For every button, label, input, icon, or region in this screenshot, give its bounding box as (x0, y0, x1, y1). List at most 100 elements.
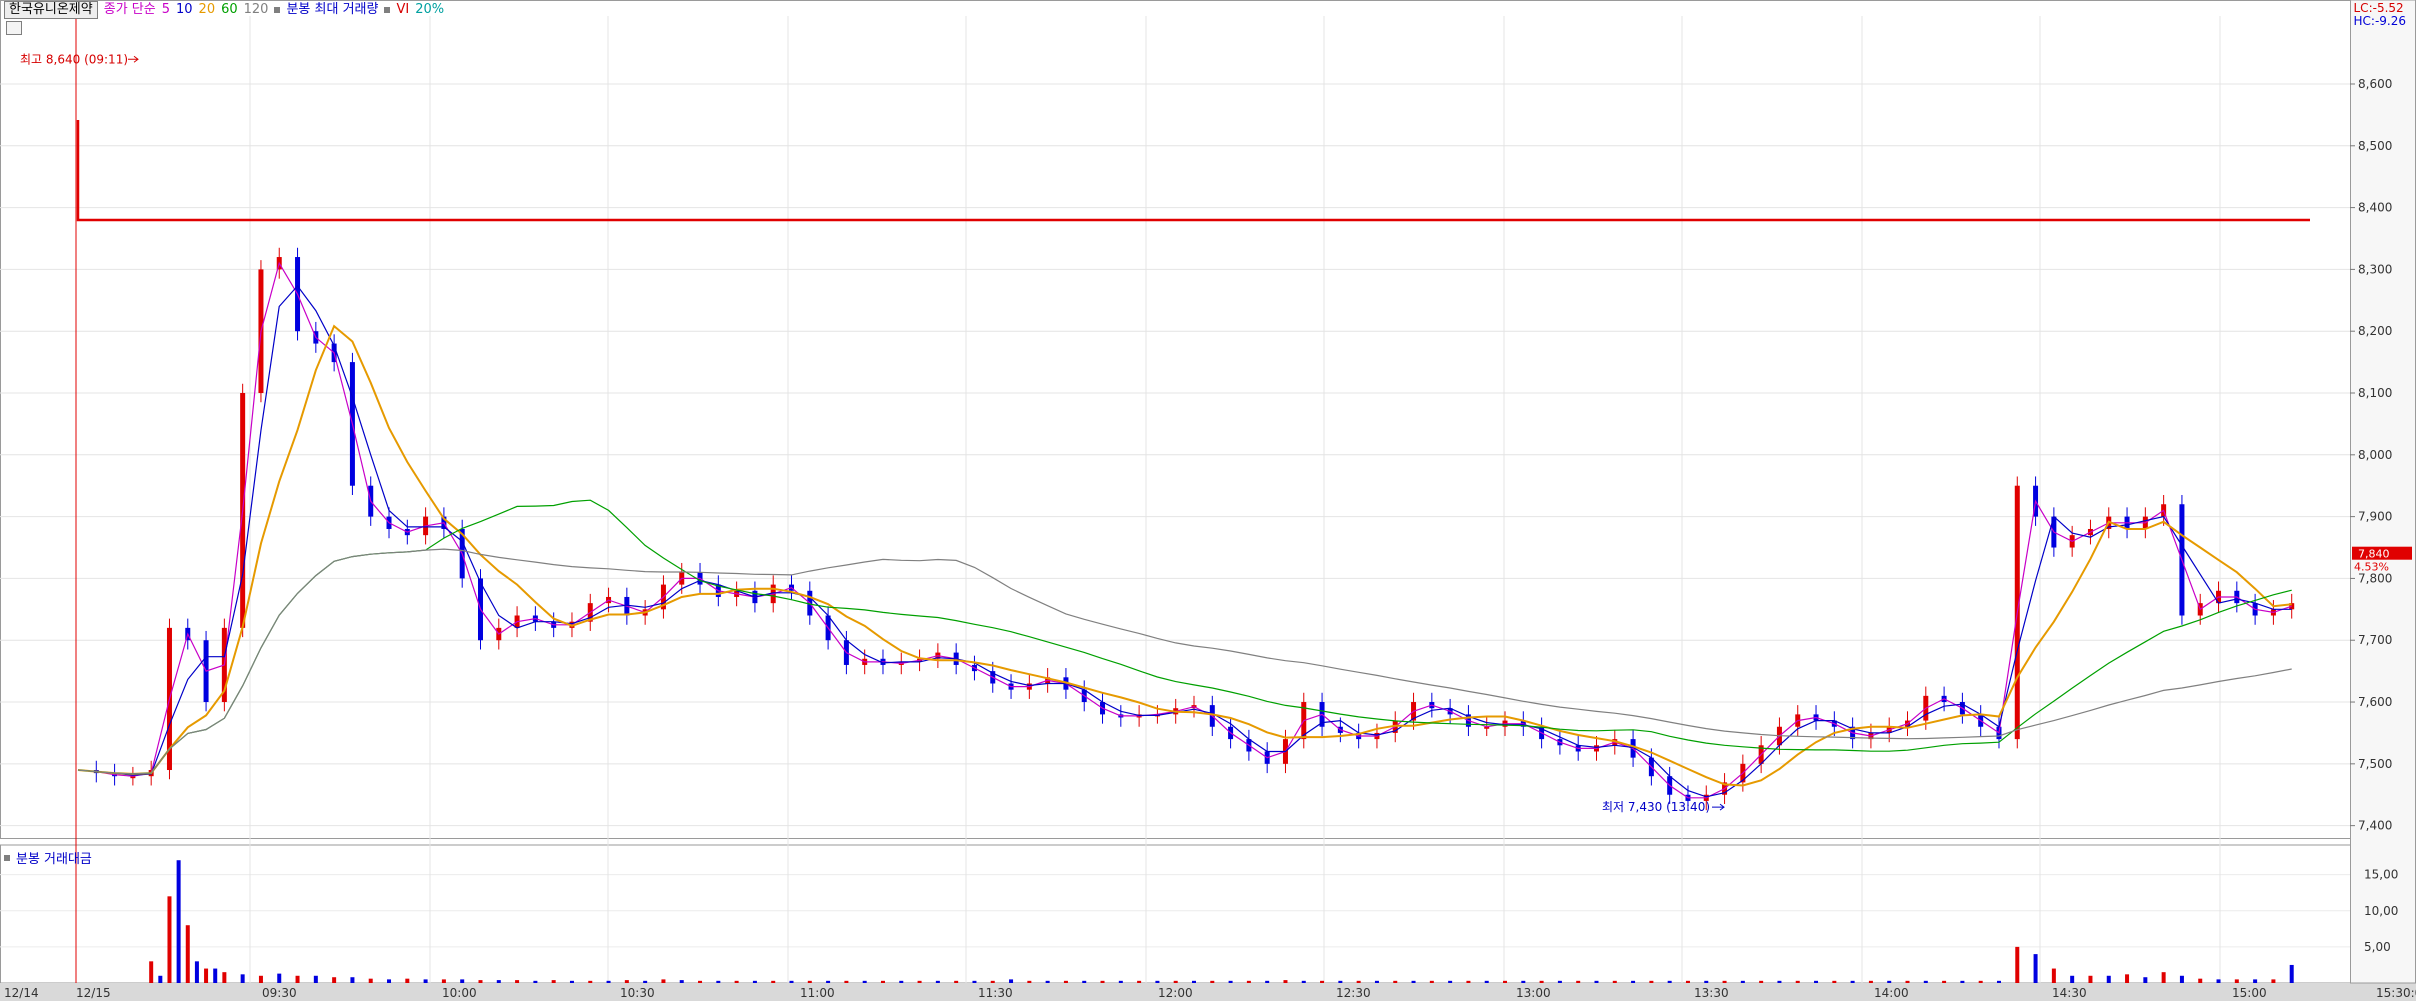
ma-period-60: 60 (221, 2, 238, 17)
volume-bar (1868, 980, 1873, 983)
price-tick-label: 8,300 (2358, 262, 2392, 276)
current-price-label: 7,840 (2358, 548, 2390, 561)
volume-bar (1576, 980, 1581, 983)
volume-bar (149, 961, 154, 983)
high-annotation: 최고 8,640 (09:11) (20, 52, 128, 66)
volume-bar (1850, 980, 1855, 983)
volume-bar (2216, 979, 2221, 983)
time-tick-label: 10:00 (442, 986, 477, 1000)
stock-name[interactable]: 한국유니온제약 (4, 1, 98, 19)
volume-bar (1667, 980, 1672, 983)
volume-bar (954, 980, 959, 983)
volume-bar (2271, 979, 2276, 983)
volume-bar (2253, 979, 2258, 983)
volume-bar (2088, 975, 2093, 983)
current-price-tag (2352, 546, 2412, 560)
volume-bar (1996, 980, 2001, 983)
candle-body (130, 776, 136, 779)
volume-bar (935, 980, 940, 983)
volume-bar (1192, 980, 1196, 983)
volume-bar (2198, 978, 2203, 983)
volume-bar (661, 979, 666, 983)
volume-bar (496, 980, 501, 983)
volume-bar (1009, 979, 1014, 983)
volume-bar (441, 979, 446, 983)
volume-tick-label: 5,00 (2364, 940, 2391, 954)
price-tick-label: 8,400 (2358, 201, 2392, 215)
price-tick-label: 7,600 (2358, 695, 2392, 709)
volume-tick-label: 10,00 (2364, 904, 2398, 918)
time-tick-label: 12:30 (1336, 986, 1371, 1000)
time-tick-label: 13:00 (1516, 986, 1551, 1000)
volume-bar (1777, 980, 1782, 983)
time-tick-label: 15:30:00 (2376, 986, 2416, 1000)
volume-bar (213, 968, 218, 983)
volume-bar (716, 980, 721, 983)
volume-bar (423, 979, 428, 983)
low-arrow-icon (1712, 803, 1725, 811)
max-volume-label: 분봉 최대 거래량 (286, 2, 379, 17)
hc-value: HC:-9.26 (2353, 14, 2407, 28)
volume-bar (1832, 980, 1837, 983)
volume-bar (478, 980, 483, 983)
volume-bar (332, 977, 337, 983)
volume-bar (1100, 980, 1105, 983)
volume-bar (387, 979, 392, 983)
reference-line (76, 120, 2310, 222)
lc-value: LC:-5.52 (2353, 1, 2404, 15)
volume-bar (1210, 980, 1215, 983)
volume-bar (1045, 980, 1050, 983)
volume-bar (2125, 974, 2130, 983)
volume-bar (643, 980, 648, 983)
ma-line-5 (77, 261, 2292, 799)
time-tick-label: 15:00 (2232, 986, 2267, 1000)
price-axis-band (2350, 0, 2416, 984)
volume-bar (862, 980, 867, 983)
volume-bar (1521, 980, 1526, 983)
high-arrow-icon (128, 55, 139, 63)
volume-bar (624, 980, 629, 983)
volume-bar (2179, 975, 2184, 983)
volume-bar (734, 980, 739, 983)
volume-bar (1393, 980, 1398, 983)
volume-tick-label: 15,00 (2364, 868, 2398, 882)
volume-bar (1118, 980, 1123, 983)
volume-bar (844, 980, 849, 983)
volume-bar (880, 980, 885, 983)
volume-bar (368, 978, 373, 983)
volume-bar (606, 980, 611, 983)
vi-value: 20% (415, 2, 445, 17)
time-tick-label: 10:30 (620, 986, 655, 1000)
volume-bar (2143, 977, 2148, 983)
price-tick-label: 7,700 (2358, 633, 2392, 647)
volume-bar (1484, 980, 1489, 983)
volume-bar (194, 961, 199, 983)
volume-panel-label: 분봉 거래대금 (16, 852, 92, 867)
volume-bar (771, 980, 776, 983)
volume-bar (1411, 980, 1416, 983)
time-tick-label: 12:00 (1158, 986, 1193, 1000)
time-tick-label: 11:00 (800, 986, 835, 1000)
ma-label: 종가 단순 (103, 2, 156, 17)
volume-bar (1631, 980, 1636, 983)
square-icon (4, 854, 10, 861)
volume-bar (158, 975, 163, 983)
volume-bar (350, 977, 355, 983)
volume-bar (277, 973, 282, 983)
ma-period-10: 10 (176, 2, 193, 17)
volume-bar (972, 980, 977, 983)
volume-bar (899, 980, 904, 983)
ma-period-5: 5 (161, 2, 170, 17)
volume-bar (2106, 975, 2111, 983)
volume-bar (2015, 946, 2020, 983)
volume-bar (1356, 980, 1361, 983)
volume-bar (551, 980, 556, 983)
menu-icon[interactable] (6, 21, 22, 35)
vi-label: VI (396, 2, 410, 17)
volume-bar (1503, 980, 1508, 983)
volume-bar (1887, 980, 1892, 983)
volume-bar (515, 980, 520, 983)
low-annotation: 최저 7,430 (13:40) (1602, 800, 1710, 814)
volume-bar (1338, 980, 1343, 983)
volume-bar (185, 925, 190, 983)
